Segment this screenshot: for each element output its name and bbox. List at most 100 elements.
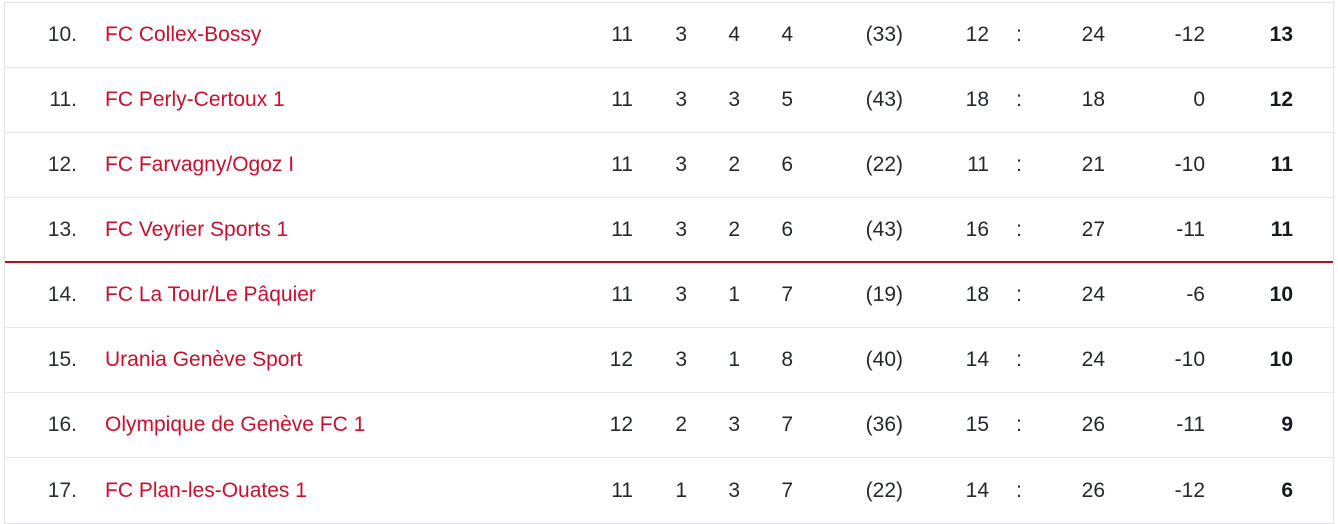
goals-against-cell: 26 xyxy=(1081,478,1105,502)
rank-cell: 16. xyxy=(47,413,77,436)
won-cell: 3 xyxy=(675,348,687,371)
team-link[interactable]: FC Farvagny/Ogoz I xyxy=(105,153,295,176)
won-cell: 1 xyxy=(675,478,687,502)
drawn-cell: 3 xyxy=(728,88,740,111)
team-link[interactable]: Olympique de Genève FC 1 xyxy=(105,413,366,436)
points-cell: 11 xyxy=(1270,153,1293,176)
lost-cell: 7 xyxy=(781,283,793,306)
team-link[interactable]: FC La Tour/Le Pâquier xyxy=(105,283,316,306)
goal-diff-cell: -11 xyxy=(1176,217,1205,241)
points-cell: 12 xyxy=(1269,88,1293,111)
points-cell: 10 xyxy=(1269,283,1293,306)
lost-cell: 8 xyxy=(781,348,793,371)
played-cell: 11 xyxy=(611,478,633,502)
rank-cell: 15. xyxy=(47,348,77,371)
scorers-cell: (22) xyxy=(865,478,903,502)
rank-cell: 12. xyxy=(47,153,77,176)
lost-cell: 5 xyxy=(781,88,793,111)
rank-cell: 10. xyxy=(47,23,77,46)
scorers-cell: (43) xyxy=(865,88,903,111)
goals-for-cell: 14 xyxy=(965,478,989,502)
goals-for-cell: 18 xyxy=(965,88,989,111)
table-row: 10. FC Collex-Bossy 11 3 4 4 (33) 12 : 2… xyxy=(5,3,1333,68)
colon-separator: : xyxy=(1016,478,1022,502)
team-link[interactable]: FC Veyrier Sports 1 xyxy=(105,217,289,241)
goals-for-cell: 14 xyxy=(965,348,989,371)
table-row: 12. FC Farvagny/Ogoz I 11 3 2 6 (22) 11 … xyxy=(5,133,1333,198)
goal-diff-cell: -10 xyxy=(1174,153,1205,176)
goal-diff-cell: 0 xyxy=(1193,88,1205,111)
table-row: 15. Urania Genève Sport 12 3 1 8 (40) 14… xyxy=(5,328,1333,393)
won-cell: 3 xyxy=(675,153,687,176)
played-cell: 11 xyxy=(611,153,633,176)
goals-for-cell: 18 xyxy=(965,283,989,306)
team-link[interactable]: FC Plan-les-Ouates 1 xyxy=(105,478,307,502)
table-row: 11. FC Perly-Certoux 1 11 3 3 5 (43) 18 … xyxy=(5,68,1333,133)
points-cell: 10 xyxy=(1269,348,1293,371)
team-link[interactable]: FC Collex-Bossy xyxy=(105,23,262,46)
lost-cell: 6 xyxy=(781,153,793,176)
drawn-cell: 3 xyxy=(728,413,740,436)
won-cell: 3 xyxy=(675,283,687,306)
goals-against-cell: 27 xyxy=(1081,217,1105,241)
goal-diff-cell: -11 xyxy=(1176,413,1205,436)
goals-for-cell: 15 xyxy=(965,413,989,436)
colon-separator: : xyxy=(1016,283,1022,306)
goals-against-cell: 24 xyxy=(1081,283,1105,306)
played-cell: 12 xyxy=(609,348,633,371)
drawn-cell: 3 xyxy=(728,478,740,502)
standings-table: 10. FC Collex-Bossy 11 3 4 4 (33) 12 : 2… xyxy=(4,2,1334,524)
goal-diff-cell: -12 xyxy=(1174,478,1205,502)
points-cell: 13 xyxy=(1269,23,1293,46)
goals-against-cell: 24 xyxy=(1081,23,1105,46)
scorers-cell: (22) xyxy=(865,153,903,176)
played-cell: 11 xyxy=(611,23,633,46)
goal-diff-cell: -12 xyxy=(1174,23,1205,46)
goals-against-cell: 26 xyxy=(1081,413,1105,436)
played-cell: 11 xyxy=(611,283,633,306)
scorers-cell: (33) xyxy=(865,23,903,46)
table-row: 16. Olympique de Genève FC 1 12 2 3 7 (3… xyxy=(5,393,1333,458)
points-cell: 9 xyxy=(1281,413,1293,436)
goals-against-cell: 18 xyxy=(1081,88,1105,111)
goal-diff-cell: -10 xyxy=(1174,348,1205,371)
lost-cell: 4 xyxy=(781,23,793,46)
drawn-cell: 2 xyxy=(728,153,740,176)
goals-against-cell: 21 xyxy=(1081,153,1105,176)
table-row: 14. FC La Tour/Le Pâquier 11 3 1 7 (19) … xyxy=(5,263,1333,328)
played-cell: 11 xyxy=(611,217,633,241)
drawn-cell: 1 xyxy=(728,348,740,371)
rank-cell: 13. xyxy=(47,217,77,241)
rank-cell: 14. xyxy=(47,283,77,306)
scorers-cell: (40) xyxy=(865,348,903,371)
lost-cell: 7 xyxy=(781,413,793,436)
won-cell: 3 xyxy=(675,217,687,241)
colon-separator: : xyxy=(1016,23,1022,46)
rank-cell: 17. xyxy=(47,478,77,502)
team-link[interactable]: Urania Genève Sport xyxy=(105,348,303,371)
points-cell: 11 xyxy=(1270,217,1293,241)
table-row-relegation-boundary: 13. FC Veyrier Sports 1 11 3 2 6 (43) 16… xyxy=(5,198,1333,263)
goals-for-cell: 12 xyxy=(965,23,989,46)
scorers-cell: (36) xyxy=(865,413,903,436)
drawn-cell: 1 xyxy=(728,283,740,306)
goals-for-cell: 11 xyxy=(967,153,989,176)
scorers-cell: (43) xyxy=(865,217,903,241)
colon-separator: : xyxy=(1016,88,1022,111)
won-cell: 3 xyxy=(675,88,687,111)
goals-against-cell: 24 xyxy=(1081,348,1105,371)
won-cell: 2 xyxy=(675,413,687,436)
team-link[interactable]: FC Perly-Certoux 1 xyxy=(105,88,285,111)
won-cell: 3 xyxy=(675,23,687,46)
table-row: 17. FC Plan-les-Ouates 1 11 1 3 7 (22) 1… xyxy=(5,458,1333,523)
colon-separator: : xyxy=(1016,217,1022,241)
lost-cell: 7 xyxy=(781,478,793,502)
scorers-cell: (19) xyxy=(865,283,903,306)
goals-for-cell: 16 xyxy=(965,217,989,241)
drawn-cell: 2 xyxy=(728,217,740,241)
goal-diff-cell: -6 xyxy=(1186,283,1205,306)
points-cell: 6 xyxy=(1281,478,1293,502)
lost-cell: 6 xyxy=(781,217,793,241)
played-cell: 12 xyxy=(609,413,633,436)
